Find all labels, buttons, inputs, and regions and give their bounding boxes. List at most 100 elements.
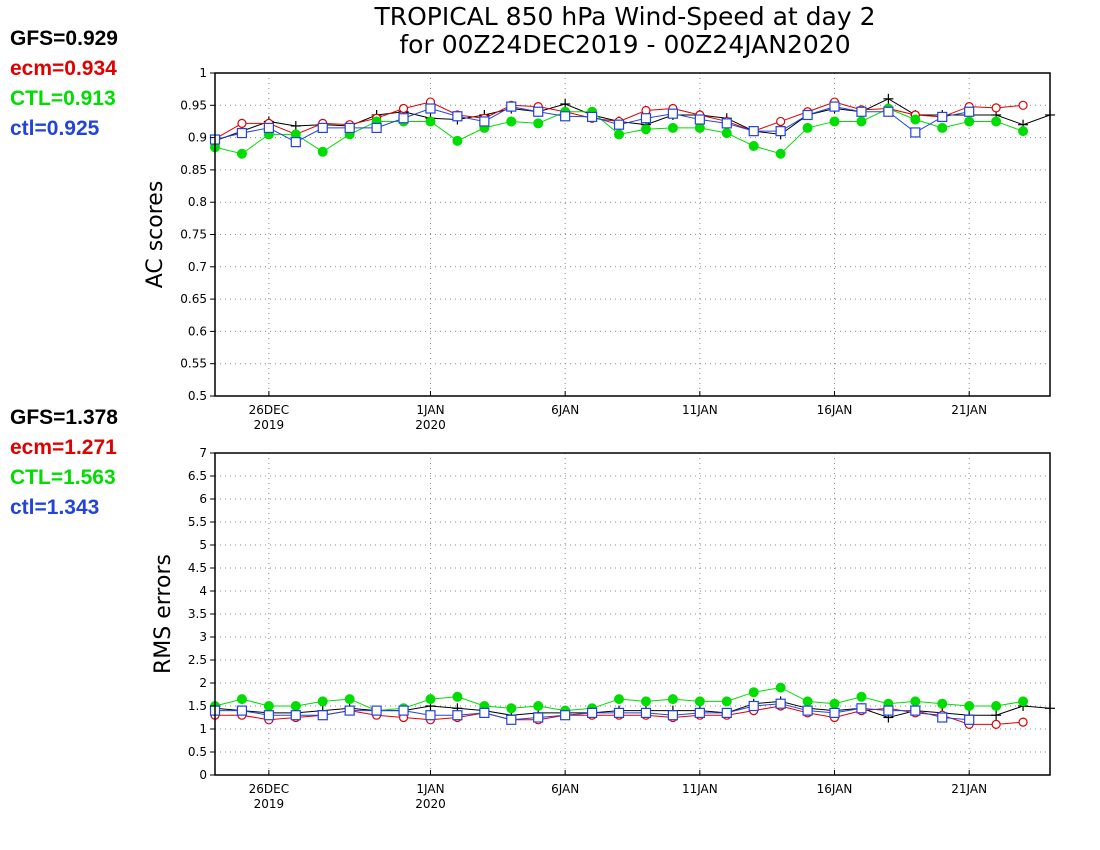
data-point	[1018, 126, 1029, 137]
data-point	[748, 140, 759, 151]
data-point	[775, 148, 786, 159]
y-tick-label: 6	[199, 492, 207, 506]
y-tick-label: 0.9	[188, 131, 207, 145]
ac-stat-ctl-lower: ctl=0.925	[10, 117, 100, 140]
data-point	[533, 712, 544, 723]
x-tick-label: 1JAN	[416, 403, 444, 417]
rms-stat-ecm: ecm=1.271	[10, 436, 117, 459]
series-gfs	[210, 93, 1055, 146]
data-point	[614, 129, 625, 140]
data-point	[560, 710, 571, 721]
y-tick-label: 0.85	[180, 163, 207, 177]
data-point	[694, 114, 705, 125]
data-point	[937, 122, 948, 133]
data-point	[452, 111, 463, 122]
data-point	[667, 710, 679, 721]
data-point	[856, 106, 867, 117]
x-tick-label: 11JAN	[682, 403, 718, 417]
data-point	[425, 116, 436, 127]
x-tick-label: 6JAN	[551, 782, 579, 796]
x-tick-label: 21JAN	[951, 403, 987, 417]
data-point	[452, 710, 463, 721]
data-point	[883, 705, 894, 716]
ac-stat-ctl-upper: CTL=0.913	[10, 87, 116, 110]
data-point	[991, 103, 1001, 113]
y-tick-label: 7	[199, 446, 207, 460]
data-point	[236, 148, 247, 159]
data-point	[775, 698, 786, 709]
data-point	[613, 119, 625, 130]
data-point	[263, 710, 274, 721]
data-point	[964, 701, 975, 711]
data-point	[694, 707, 705, 719]
y-tick-label: 0.6	[188, 324, 207, 338]
data-point	[344, 122, 355, 134]
data-point	[856, 116, 867, 127]
data-point	[640, 124, 651, 135]
data-point	[290, 120, 301, 131]
data-point	[964, 714, 975, 725]
data-point	[910, 705, 921, 716]
data-point	[721, 118, 732, 129]
data-point	[371, 122, 382, 134]
data-point	[937, 111, 948, 123]
data-point	[425, 710, 436, 721]
data-point	[586, 707, 598, 719]
data-point	[533, 106, 544, 117]
y-tick-label: 1.5	[188, 699, 207, 713]
data-point	[667, 108, 679, 119]
y-tick-label: 4.5	[188, 561, 207, 575]
chart-title-line1: TROPICAL 850 hPa Wind-Speed at day 2	[374, 2, 876, 31]
data-point	[344, 705, 355, 716]
series-ctl	[209, 101, 975, 148]
data-point	[640, 696, 651, 707]
data-point	[775, 682, 786, 693]
data-point	[883, 93, 894, 104]
data-point	[614, 694, 625, 705]
y-tick-label: 3	[199, 630, 207, 644]
data-point	[533, 701, 544, 711]
data-point	[506, 703, 517, 714]
y-axis-label: RMS errors	[151, 554, 176, 674]
data-point	[829, 698, 840, 709]
data-point	[533, 118, 544, 129]
data-point	[506, 101, 517, 112]
data-point	[613, 707, 625, 719]
data-point	[371, 705, 382, 716]
y-tick-label: 4	[199, 584, 207, 598]
data-point	[398, 113, 409, 124]
data-point	[398, 103, 409, 114]
data-point	[479, 116, 490, 127]
y-tick-label: 0.95	[180, 98, 207, 112]
data-point	[856, 703, 867, 714]
y-tick-label: 0.65	[180, 292, 207, 306]
data-point	[263, 701, 274, 711]
data-point	[452, 135, 463, 146]
rms-stat-gfs: GFS=1.378	[10, 406, 118, 429]
data-point	[883, 106, 894, 117]
y-tick-label: 0.55	[180, 357, 207, 371]
data-point	[802, 122, 813, 133]
x-tick-label: 21JAN	[951, 782, 987, 796]
data-point	[775, 126, 786, 137]
y-tick-label: 0.75	[180, 228, 207, 242]
y-tick-label: 0.5	[188, 745, 207, 759]
data-point	[317, 696, 328, 707]
data-point	[991, 701, 1002, 711]
y-tick-label: 0.5	[188, 389, 207, 403]
data-point	[452, 691, 463, 702]
x-tick-year-label: 2019	[254, 418, 285, 432]
data-point	[560, 111, 571, 122]
data-point	[937, 698, 948, 709]
y-tick-label: 0.8	[188, 195, 207, 209]
rms-stat-ctl-lower: ctl=1.343	[10, 496, 100, 519]
y-tick-label: 2	[199, 676, 207, 690]
data-point	[398, 705, 409, 716]
data-point	[748, 126, 759, 137]
data-point	[991, 719, 1001, 730]
data-point	[317, 146, 328, 157]
x-tick-label: 6JAN	[551, 403, 579, 417]
data-point	[236, 705, 248, 716]
